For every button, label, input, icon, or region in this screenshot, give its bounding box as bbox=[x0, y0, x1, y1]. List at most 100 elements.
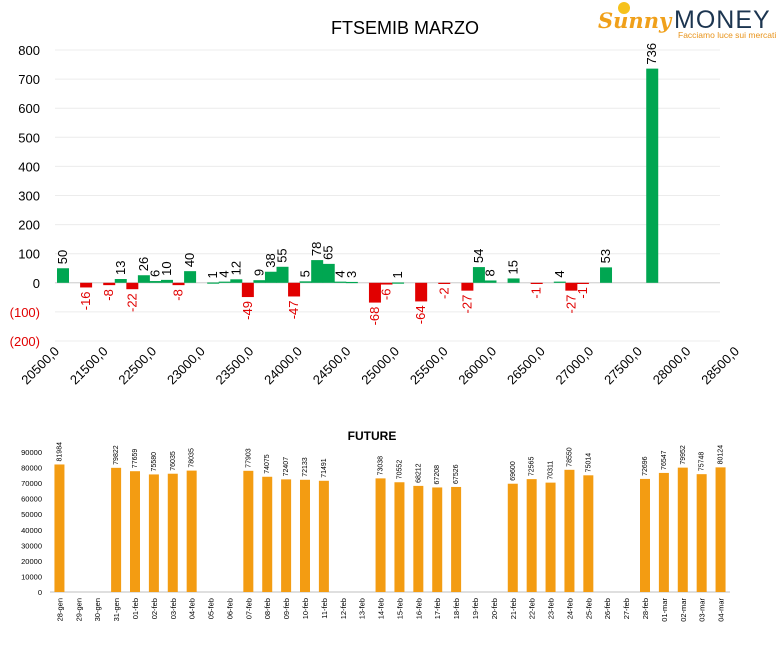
x-tick-label: 04-feb bbox=[188, 598, 197, 619]
x-tick-label: 08-feb bbox=[263, 598, 272, 619]
y-tick-label: 100 bbox=[18, 247, 40, 262]
data-label: 75748 bbox=[699, 452, 706, 472]
bar bbox=[507, 278, 520, 283]
x-tick-label: 15-feb bbox=[395, 598, 404, 619]
data-label: 74075 bbox=[264, 454, 271, 474]
y-tick-label: 70000 bbox=[21, 479, 42, 488]
data-label: 76035 bbox=[170, 451, 177, 471]
x-tick-label: 01-mar bbox=[660, 598, 669, 622]
data-label: 10 bbox=[159, 261, 174, 275]
bar bbox=[103, 282, 116, 286]
bar bbox=[114, 279, 127, 283]
bar bbox=[111, 467, 122, 592]
x-tick-label: 19-feb bbox=[471, 598, 480, 619]
x-tick-label: 25000,0 bbox=[358, 344, 402, 388]
data-label: -2 bbox=[436, 287, 451, 299]
data-label: 73038 bbox=[378, 456, 385, 476]
data-label: 76547 bbox=[661, 450, 668, 470]
data-label: 4 bbox=[552, 270, 567, 277]
x-tick-label: 30-gen bbox=[93, 598, 102, 621]
future-volume-chart: FUTURE 90000 80000 70000 60000 50000 40000 3000… bbox=[21, 429, 730, 622]
data-label: 13 bbox=[113, 261, 128, 275]
x-tick-label: 31-gen bbox=[112, 598, 121, 621]
data-label: 9 bbox=[251, 269, 266, 276]
y-tick-label: 60000 bbox=[21, 495, 42, 504]
bar bbox=[160, 279, 173, 283]
x-tick-label: 16-feb bbox=[414, 598, 423, 619]
data-label: 72696 bbox=[642, 456, 649, 476]
data-label: 78550 bbox=[566, 447, 573, 467]
bar bbox=[184, 271, 197, 283]
y-tick-label: 10000 bbox=[21, 572, 42, 581]
bar bbox=[576, 282, 589, 284]
data-label: 15 bbox=[506, 260, 521, 274]
x-tick-label: 29-gen bbox=[74, 598, 83, 621]
bar bbox=[640, 478, 650, 592]
y-tick-label: 400 bbox=[18, 159, 40, 174]
chart-title: FTSEMIB MARZO bbox=[331, 18, 479, 38]
data-label: -49 bbox=[240, 301, 255, 320]
x-tick-label: 26-feb bbox=[603, 598, 612, 619]
data-label: -6 bbox=[379, 289, 394, 301]
data-label: 68212 bbox=[415, 463, 422, 483]
x-tick-label: 18-feb bbox=[452, 598, 461, 619]
x-tick-label: 24000,0 bbox=[261, 344, 305, 388]
data-label: -8 bbox=[171, 289, 186, 301]
x-tick-label: 09-feb bbox=[282, 598, 291, 619]
y-tick-label: 700 bbox=[18, 72, 40, 87]
bar bbox=[600, 267, 613, 283]
bar bbox=[715, 467, 726, 592]
x-tick-label: 26500,0 bbox=[504, 344, 548, 388]
x-tick-label: 26000,0 bbox=[455, 344, 499, 388]
bar bbox=[380, 282, 393, 285]
y-tick-label: (200) bbox=[10, 334, 40, 349]
bar bbox=[658, 472, 669, 592]
y-tick-label: 30000 bbox=[21, 541, 42, 550]
y-tick-label: 90000 bbox=[21, 448, 42, 457]
data-label: 79952 bbox=[680, 445, 687, 465]
data-label: -8 bbox=[101, 289, 116, 301]
x-tick-label: 28500,0 bbox=[698, 344, 742, 388]
y-tick-label: 800 bbox=[18, 43, 40, 58]
data-label: 5 bbox=[298, 270, 313, 277]
x-tick-label: 05-feb bbox=[207, 598, 216, 619]
x-tick-label: 22500,0 bbox=[115, 344, 159, 388]
y-tick-label: 0 bbox=[33, 276, 40, 291]
data-label: 1 bbox=[390, 271, 405, 278]
y-tick-label: (100) bbox=[10, 305, 40, 320]
data-label: -16 bbox=[78, 291, 93, 310]
data-label: -1 bbox=[529, 287, 544, 299]
y-tick-label: 600 bbox=[18, 101, 40, 116]
y-tick-label: 50000 bbox=[21, 510, 42, 519]
logo-tagline: Facciamo luce sui mercati bbox=[678, 30, 777, 40]
data-label: 50 bbox=[55, 250, 70, 264]
bar bbox=[553, 281, 566, 283]
data-label: 79822 bbox=[113, 445, 120, 465]
x-tick-label: 02-feb bbox=[150, 598, 159, 619]
data-label: 67526 bbox=[453, 464, 460, 484]
data-label: 38 bbox=[263, 253, 278, 267]
y-tick-label: 80000 bbox=[21, 464, 42, 473]
bar bbox=[218, 281, 231, 283]
bar bbox=[507, 483, 518, 592]
x-tick-label: 23500,0 bbox=[213, 344, 257, 388]
data-label: 26 bbox=[136, 257, 151, 271]
bar bbox=[345, 281, 358, 284]
data-label: 8 bbox=[482, 269, 497, 276]
bar bbox=[262, 476, 273, 592]
y-tick-label: 20000 bbox=[21, 557, 42, 566]
bar bbox=[54, 464, 65, 592]
bar bbox=[241, 282, 254, 298]
data-label: -22 bbox=[124, 293, 139, 312]
data-label: 81984 bbox=[56, 442, 63, 462]
bar bbox=[311, 260, 324, 283]
bar bbox=[148, 474, 159, 592]
y-tick-label: 300 bbox=[18, 189, 40, 204]
x-tick-label: 20500,0 bbox=[18, 344, 62, 388]
x-tick-label: 04-mar bbox=[717, 598, 726, 622]
bar bbox=[413, 485, 424, 592]
data-label: 54 bbox=[471, 249, 486, 263]
y-tick-label: 200 bbox=[18, 218, 40, 233]
bar bbox=[80, 282, 93, 288]
x-tick-label: 22-feb bbox=[528, 598, 537, 619]
